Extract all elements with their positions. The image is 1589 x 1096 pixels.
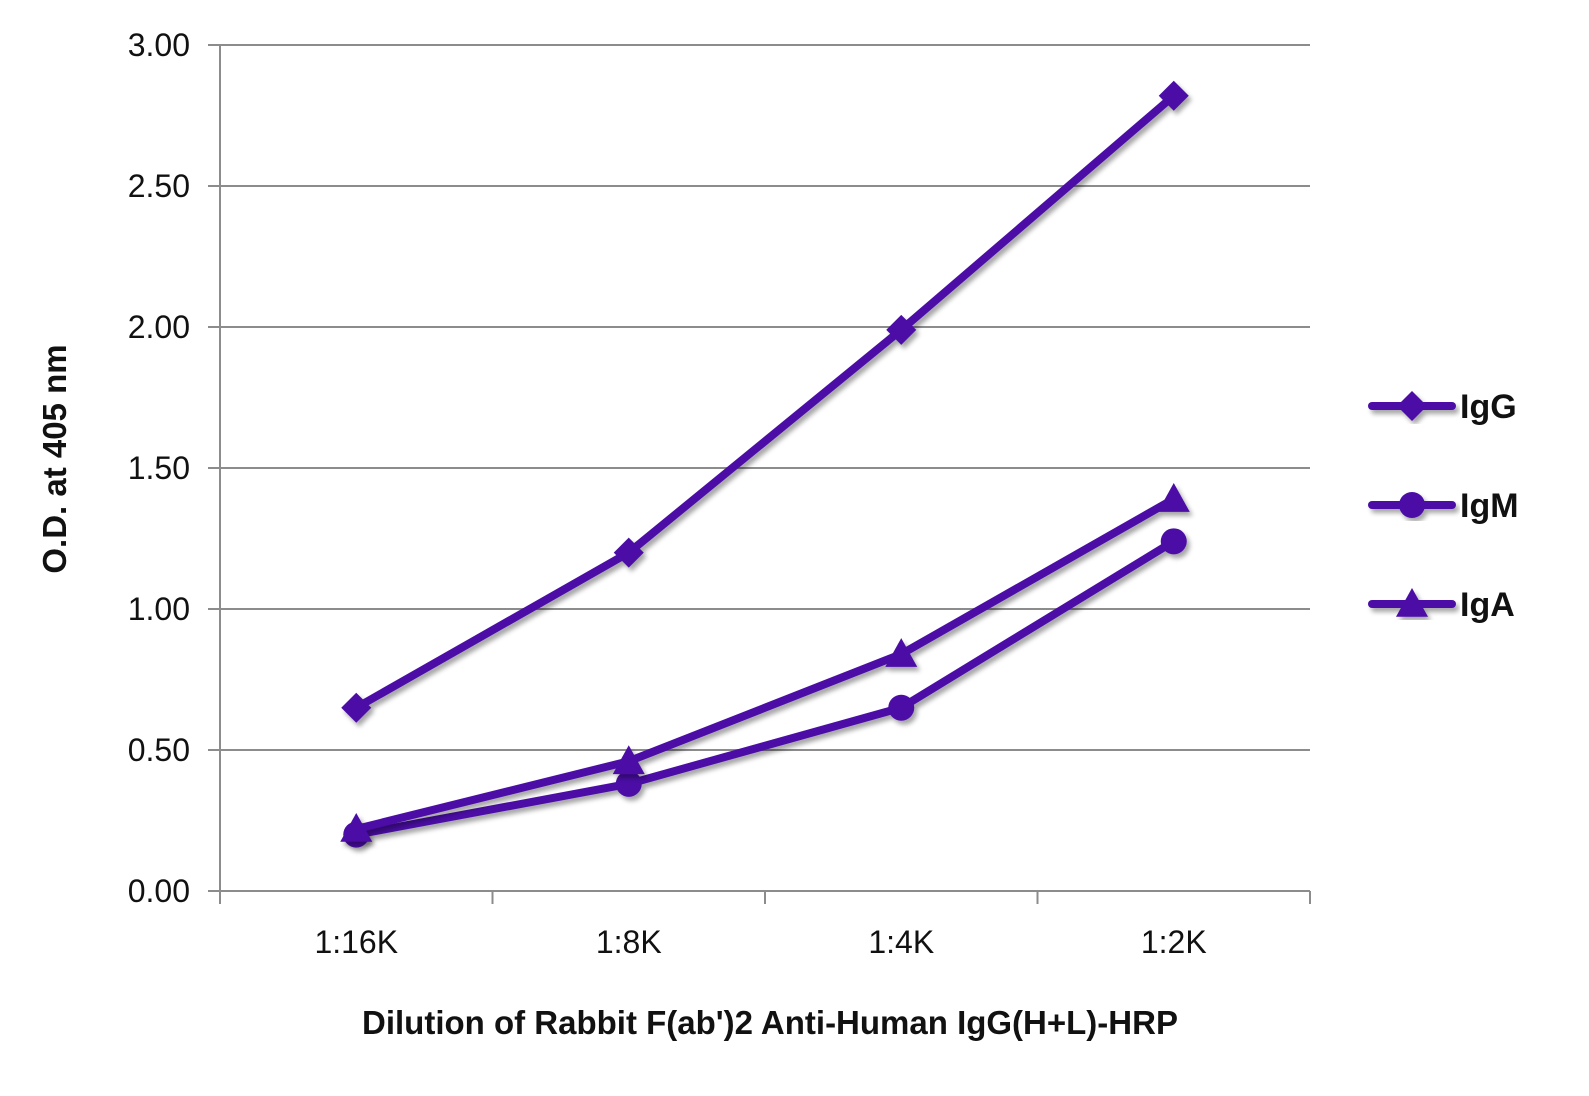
x-tick-label: 1:8K bbox=[596, 924, 662, 960]
x-axis-title: Dilution of Rabbit F(ab')2 Anti-Human Ig… bbox=[362, 1004, 1178, 1041]
y-tick-label: 1.00 bbox=[128, 591, 190, 627]
x-tick-label: 1:4K bbox=[868, 924, 934, 960]
series-iga bbox=[340, 483, 1190, 842]
legend-swatch bbox=[1368, 391, 1456, 421]
legend-marker bbox=[1396, 588, 1428, 617]
y-tick-label: 2.00 bbox=[128, 309, 190, 345]
series-line bbox=[352, 495, 1178, 833]
y-tick-label: 0.00 bbox=[128, 873, 190, 909]
x-tick-label: 1:16K bbox=[314, 924, 398, 960]
legend-label: IgM bbox=[1460, 487, 1519, 525]
legend-marker bbox=[1399, 492, 1425, 518]
data-point bbox=[1157, 483, 1190, 512]
x-tick-labels: 1:16K 1:8K 1:4K 1:2K bbox=[314, 924, 1206, 960]
legend: IgG IgM IgA bbox=[1368, 388, 1519, 624]
series-line bbox=[352, 537, 1178, 839]
gridlines bbox=[208, 44, 1310, 892]
y-tick-label: 0.50 bbox=[128, 732, 190, 768]
data-point bbox=[1160, 528, 1187, 555]
data-point bbox=[341, 692, 372, 723]
y-tick-labels: 0.00 0.50 1.00 1.50 2.00 2.50 3.00 bbox=[128, 27, 190, 909]
data-point bbox=[613, 537, 644, 568]
series-igg bbox=[341, 80, 1189, 723]
legend-swatch bbox=[1368, 492, 1456, 518]
legend-swatch bbox=[1368, 588, 1456, 617]
legend-label: IgG bbox=[1460, 388, 1517, 426]
y-tick-label: 1.50 bbox=[128, 450, 190, 486]
data-point bbox=[888, 694, 915, 721]
data-point bbox=[885, 638, 918, 667]
series-line bbox=[352, 91, 1178, 712]
x-tick-label: 1:2K bbox=[1141, 924, 1207, 960]
data-point bbox=[886, 314, 917, 345]
data-point bbox=[612, 745, 645, 775]
y-tick-label: 2.50 bbox=[128, 168, 190, 204]
y-axis-title: O.D. at 405 nm bbox=[36, 344, 73, 573]
data-point bbox=[340, 812, 373, 842]
data-point bbox=[615, 770, 642, 797]
y-tick-label: 3.00 bbox=[128, 27, 190, 63]
legend-label: IgA bbox=[1460, 586, 1515, 624]
series-group bbox=[340, 80, 1190, 848]
data-point bbox=[1158, 80, 1189, 111]
legend-marker bbox=[1397, 391, 1427, 421]
axes bbox=[219, 45, 1311, 904]
